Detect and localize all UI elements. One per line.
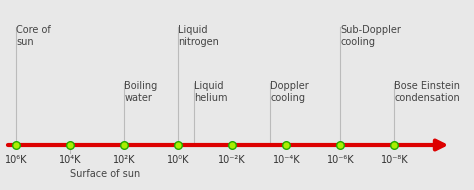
Text: 10⁶K: 10⁶K	[5, 155, 27, 165]
Text: 10⁰K: 10⁰K	[167, 155, 190, 165]
Text: Doppler
cooling: Doppler cooling	[270, 81, 309, 103]
Text: Core of
sun: Core of sun	[16, 25, 51, 47]
Text: 10⁴K: 10⁴K	[59, 155, 82, 165]
Text: 10²K: 10²K	[113, 155, 136, 165]
Text: 10⁻²K: 10⁻²K	[219, 155, 246, 165]
Text: Bose Einstein
condensation: Bose Einstein condensation	[394, 81, 460, 103]
Text: 10⁻⁸K: 10⁻⁸K	[381, 155, 408, 165]
Text: Liquid
nitrogen: Liquid nitrogen	[178, 25, 219, 47]
Text: 10⁻⁴K: 10⁻⁴K	[273, 155, 300, 165]
Text: Liquid
helium: Liquid helium	[194, 81, 228, 103]
Text: 10⁻⁶K: 10⁻⁶K	[327, 155, 354, 165]
Text: Sub-Doppler
cooling: Sub-Doppler cooling	[340, 25, 401, 47]
Text: Boiling
water: Boiling water	[124, 81, 157, 103]
Text: Surface of sun: Surface of sun	[70, 169, 140, 179]
